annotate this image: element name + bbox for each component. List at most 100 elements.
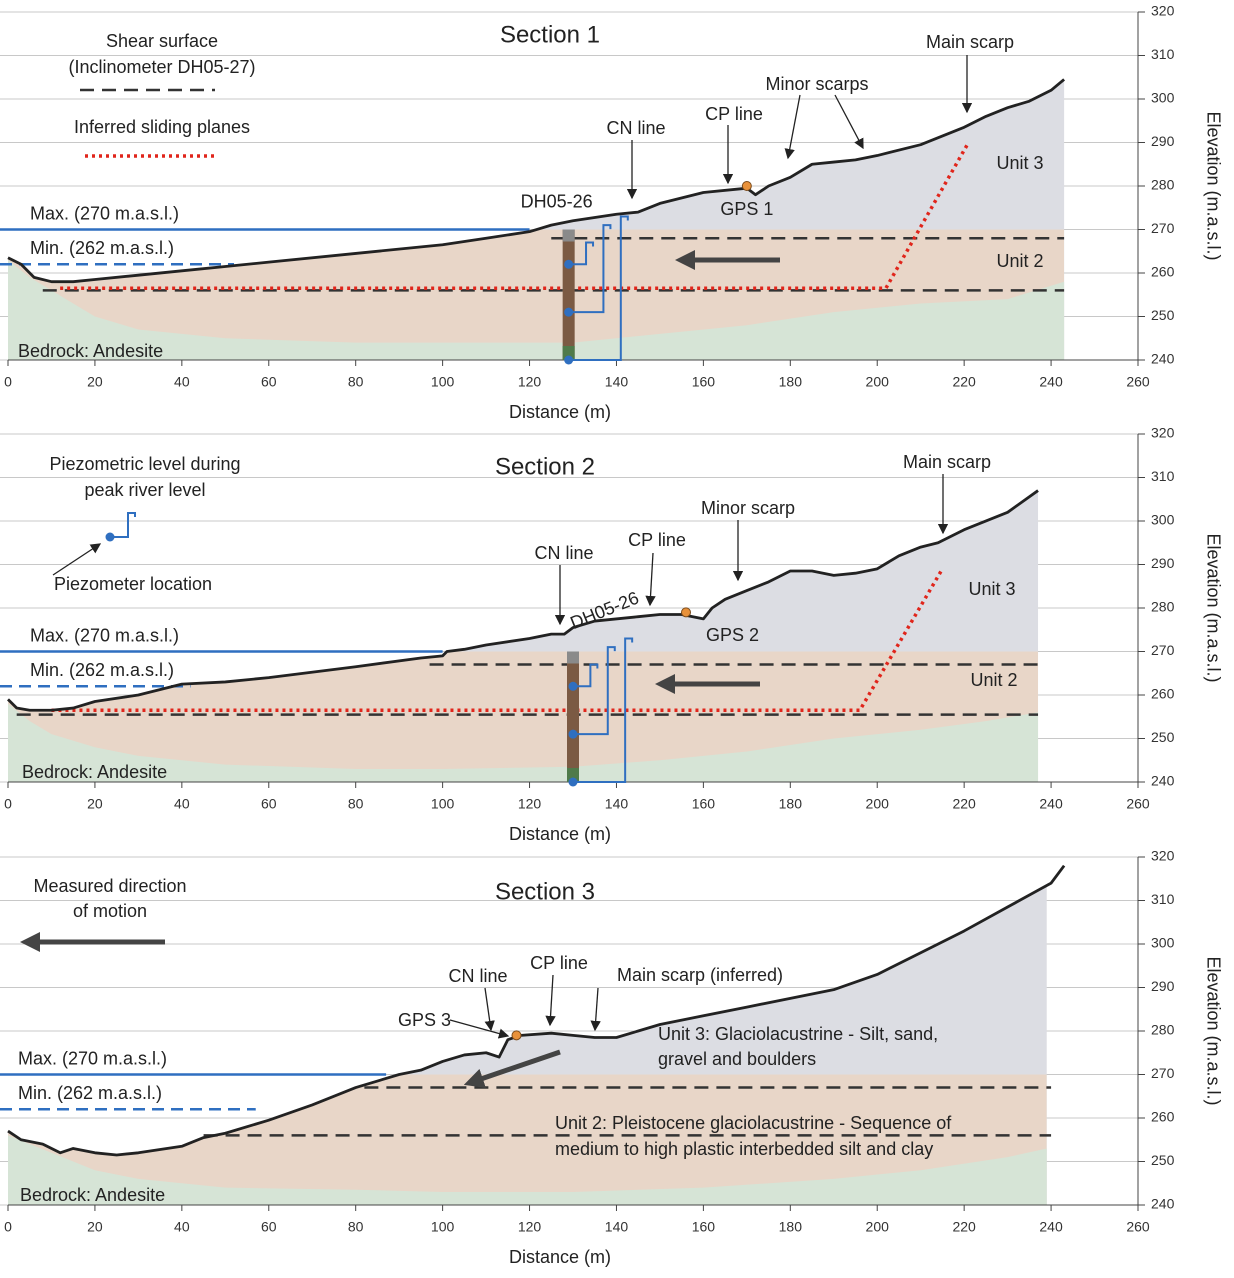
x-tick-label: 140	[605, 1219, 629, 1235]
pointer-arrow	[835, 95, 863, 148]
y-tick-label: 320	[1151, 848, 1175, 864]
piezometer	[569, 730, 578, 739]
x-tick-label: 100	[431, 1219, 455, 1235]
x-tick-label: 200	[866, 796, 890, 812]
y-tick-label: 290	[1151, 555, 1175, 571]
y-tick-label: 240	[1151, 351, 1175, 367]
borehole	[563, 230, 575, 361]
x-tick-label: 140	[605, 374, 629, 390]
x-tick-label: 100	[431, 374, 455, 390]
annotation: Minor scarps	[765, 74, 868, 94]
annotation: Piezometric level during	[49, 454, 240, 474]
x-tick-label: 40	[174, 1219, 190, 1235]
y-tick-label: 280	[1151, 177, 1175, 193]
river-level-label: Min. (262 m.a.s.l.)	[30, 238, 174, 258]
river-level-label: Min. (262 m.a.s.l.)	[18, 1083, 162, 1103]
x-tick-label: 40	[174, 796, 190, 812]
annotation: CN line	[448, 966, 507, 986]
annotation: Inferred sliding planes	[74, 117, 250, 137]
x-axis-label: Distance (m)	[509, 824, 611, 844]
x-tick-label: 260	[1126, 374, 1150, 390]
pointer-arrow	[650, 553, 653, 605]
annotation: Bedrock: Andesite	[22, 762, 167, 782]
x-tick-label: 220	[952, 796, 976, 812]
annotation: gravel and boulders	[658, 1049, 816, 1069]
gps-label: GPS 2	[706, 625, 759, 645]
y-tick-label: 280	[1151, 599, 1175, 615]
x-tick-label: 20	[87, 374, 103, 390]
borehole-label: DH05-26	[521, 191, 593, 211]
y-tick-label: 240	[1151, 1196, 1175, 1212]
x-tick-label: 240	[1039, 1219, 1063, 1235]
x-tick-label: 80	[348, 796, 364, 812]
y-tick-label: 240	[1151, 773, 1175, 789]
pointer-arrow	[595, 988, 598, 1030]
gps-label: GPS 3	[398, 1010, 451, 1030]
annotation: of motion	[73, 901, 147, 921]
annotation: Unit 3	[996, 153, 1043, 173]
y-axis-label: Elevation (m.a.s.l.)	[1203, 956, 1223, 1105]
annotation: CP line	[530, 953, 588, 973]
river-level-label: Max. (270 m.a.s.l.)	[30, 625, 179, 645]
y-axis-label: Elevation (m.a.s.l.)	[1203, 111, 1223, 260]
y-tick-label: 250	[1151, 729, 1175, 745]
piezometer	[564, 308, 573, 317]
x-tick-label: 180	[779, 1219, 803, 1235]
annotation: Measured direction	[33, 876, 186, 896]
y-tick-label: 300	[1151, 935, 1175, 951]
pointer-arrow	[788, 95, 800, 158]
x-tick-label: 0	[4, 374, 12, 390]
x-tick-label: 60	[261, 1219, 277, 1235]
y-tick-label: 270	[1151, 642, 1175, 658]
annotation: Unit 2	[970, 670, 1017, 690]
pointer-arrow	[53, 544, 100, 575]
river-level-label: Max. (270 m.a.s.l.)	[30, 203, 179, 223]
x-axis-label: Distance (m)	[509, 402, 611, 422]
x-tick-label: 220	[952, 374, 976, 390]
annotation: Bedrock: Andesite	[20, 1185, 165, 1205]
y-tick-label: 280	[1151, 1022, 1175, 1038]
section-panel: 2402502602702802903003103200204060801001…	[0, 425, 1223, 844]
y-tick-label: 310	[1151, 891, 1175, 907]
section-title: Section 1	[500, 21, 600, 48]
y-tick-label: 270	[1151, 220, 1175, 236]
x-tick-label: 160	[692, 374, 716, 390]
x-tick-label: 0	[4, 1219, 12, 1235]
x-tick-label: 60	[261, 796, 277, 812]
annotation: Main scarp	[903, 452, 991, 472]
x-tick-label: 260	[1126, 1219, 1150, 1235]
y-tick-label: 260	[1151, 264, 1175, 280]
x-axis-label: Distance (m)	[509, 1247, 611, 1267]
piezometer	[564, 356, 573, 365]
annotation: CN line	[534, 543, 593, 563]
annotation: Main scarp (inferred)	[617, 965, 783, 985]
annotation: (Inclinometer DH05-27)	[68, 57, 255, 77]
x-tick-label: 100	[431, 796, 455, 812]
gps-marker	[682, 608, 691, 617]
y-tick-label: 260	[1151, 686, 1175, 702]
annotation: Unit 2: Pleistocene glaciolacustrine - S…	[555, 1113, 952, 1133]
section-title: Section 3	[495, 878, 595, 905]
y-tick-label: 320	[1151, 425, 1175, 441]
x-tick-label: 260	[1126, 796, 1150, 812]
gps-marker	[512, 1031, 521, 1040]
borehole-top	[563, 230, 575, 242]
x-tick-label: 120	[518, 796, 542, 812]
gps-label: GPS 1	[720, 199, 773, 219]
y-axis-label: Elevation (m.a.s.l.)	[1203, 533, 1223, 682]
x-tick-label: 200	[866, 1219, 890, 1235]
x-tick-label: 120	[518, 374, 542, 390]
x-tick-label: 140	[605, 796, 629, 812]
y-tick-label: 290	[1151, 978, 1175, 994]
river-level-label: Max. (270 m.a.s.l.)	[18, 1048, 167, 1068]
annotation: Shear surface	[106, 31, 218, 51]
y-tick-label: 310	[1151, 46, 1175, 62]
piezometer	[569, 682, 578, 691]
pointer-arrow	[550, 975, 553, 1025]
y-tick-label: 290	[1151, 133, 1175, 149]
x-tick-label: 80	[348, 1219, 364, 1235]
annotation: Bedrock: Andesite	[18, 341, 163, 361]
section-title: Section 2	[495, 453, 595, 480]
